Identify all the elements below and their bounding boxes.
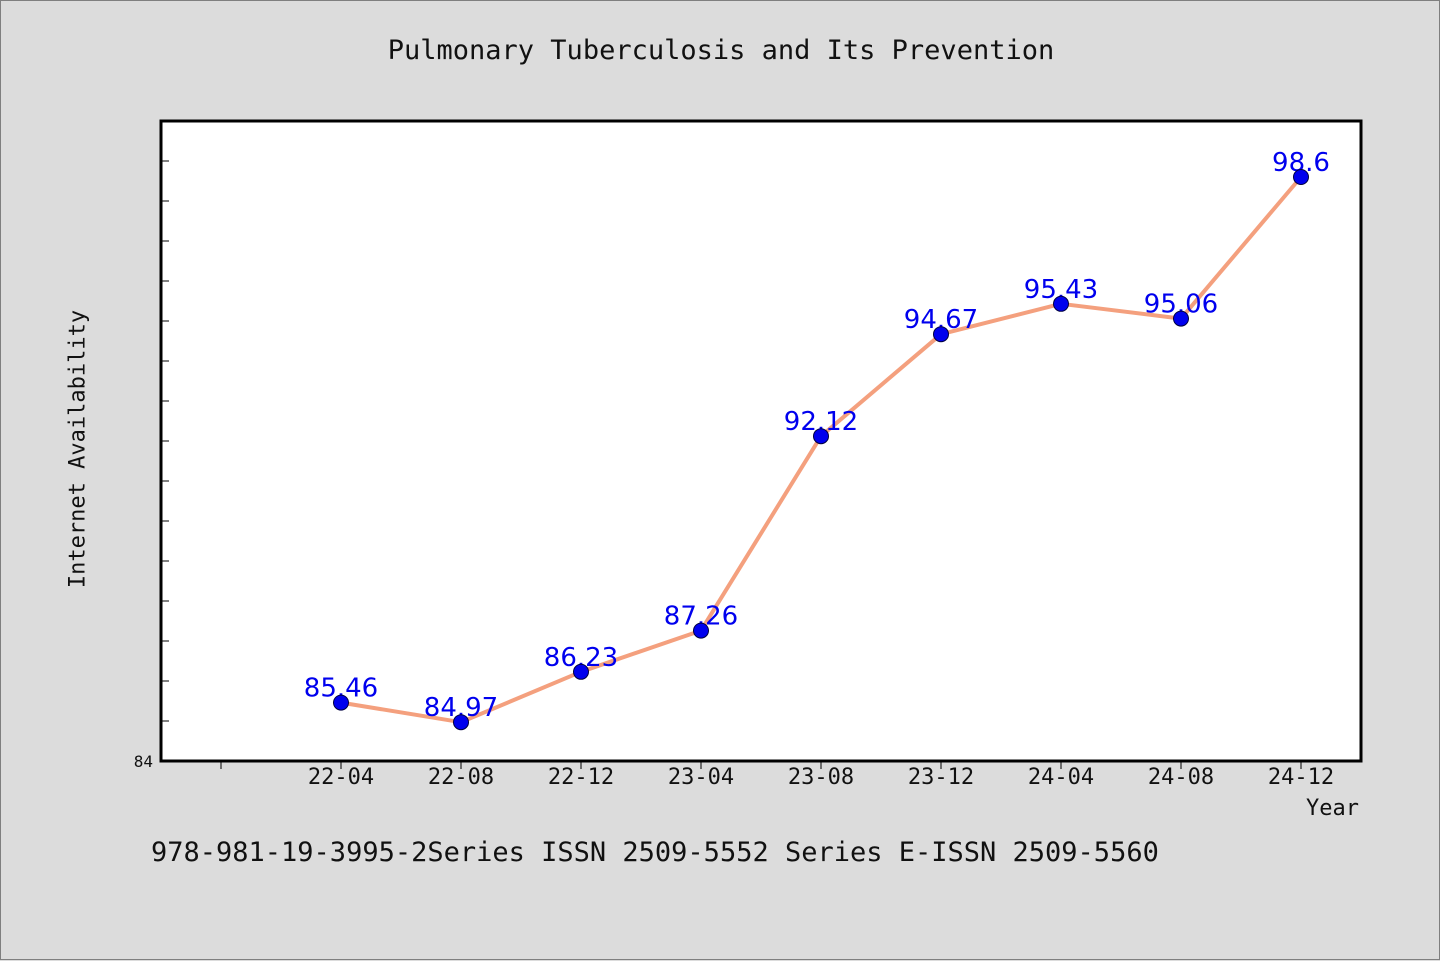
x-tick-label: 22-04: [308, 765, 374, 790]
x-axis-title: Year: [1306, 796, 1359, 821]
x-tick-label: 22-12: [548, 765, 614, 790]
x-tick-label: 23-08: [788, 765, 854, 790]
y-tick-label: 84: [134, 752, 153, 771]
x-tick-label: 24-08: [1148, 765, 1214, 790]
data-point: [573, 663, 589, 680]
data-point: [1053, 295, 1069, 312]
x-tick-label: 24-12: [1268, 765, 1334, 790]
data-point: [1173, 310, 1189, 327]
x-tick-label: 23-12: [908, 765, 974, 790]
data-point: [813, 428, 829, 445]
data-point: [333, 694, 349, 711]
x-tick-label: 22-08: [428, 765, 494, 790]
x-tick-label: 24-04: [1028, 765, 1094, 790]
footer-text: 978-981-19-3995-2Series ISSN 2509-5552 S…: [151, 837, 1159, 868]
x-tick-label: 23-04: [668, 765, 734, 790]
plot-area: [159, 119, 1363, 763]
data-point: [1293, 169, 1309, 185]
data-point: [453, 714, 469, 731]
chart-title: Pulmonary Tuberculosis and Its Preventio…: [387, 35, 1055, 66]
data-point: [693, 622, 709, 639]
data-point: [933, 326, 949, 343]
